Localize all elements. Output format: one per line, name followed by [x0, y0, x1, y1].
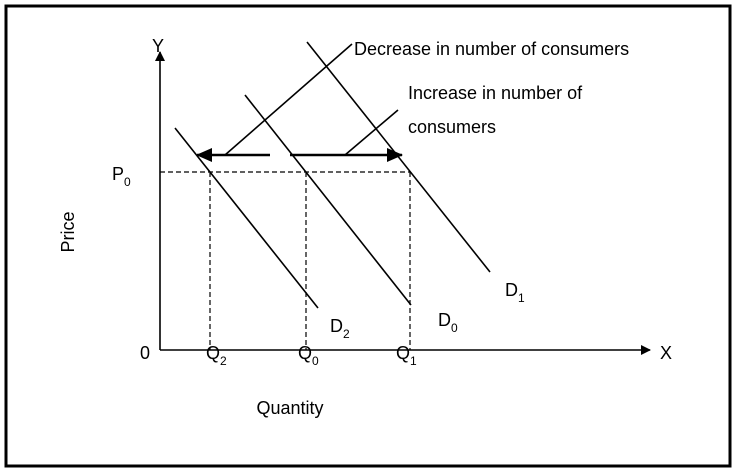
- label-part: 0: [312, 354, 319, 368]
- label-part: Q: [396, 343, 410, 363]
- label-part: 1: [518, 291, 525, 305]
- label-part: D: [438, 310, 451, 330]
- origin: 0: [140, 343, 150, 363]
- demand-curve-d0: [244, 94, 412, 306]
- label-part: D: [505, 280, 518, 300]
- increase-annotation: Increase in number of: [408, 83, 583, 103]
- label-part: 0: [451, 321, 458, 335]
- label-part: 2: [343, 327, 350, 341]
- quantity-label: Q1: [396, 343, 417, 368]
- label-part: P: [112, 164, 124, 184]
- label-part: Q: [206, 343, 220, 363]
- x-axis-letter: X: [660, 343, 672, 363]
- increase-annotation: consumers: [408, 117, 496, 137]
- quantity-label: Q2: [206, 343, 227, 368]
- curve-label: D0: [438, 310, 458, 335]
- curve-label: D1: [505, 280, 525, 305]
- decrease-annotation: Decrease in number of consumers: [354, 39, 629, 59]
- label-part: 0: [124, 175, 131, 189]
- increase-pointer: [344, 109, 399, 156]
- x-axis-label: Quantity: [256, 398, 323, 418]
- decrease-pointer: [224, 43, 353, 156]
- frame: [4, 4, 732, 468]
- price-label: P0: [112, 164, 131, 189]
- label-part: Q: [298, 343, 312, 363]
- label-part: 2: [220, 354, 227, 368]
- quantity-label: Q0: [298, 343, 319, 368]
- y-axis-label: Price: [58, 211, 78, 252]
- y-axis-letter: Y: [152, 36, 164, 56]
- curve-label: D2: [330, 316, 350, 341]
- demand-curve-d1: [306, 41, 491, 273]
- label-part: 1: [410, 354, 417, 368]
- label-part: D: [330, 316, 343, 336]
